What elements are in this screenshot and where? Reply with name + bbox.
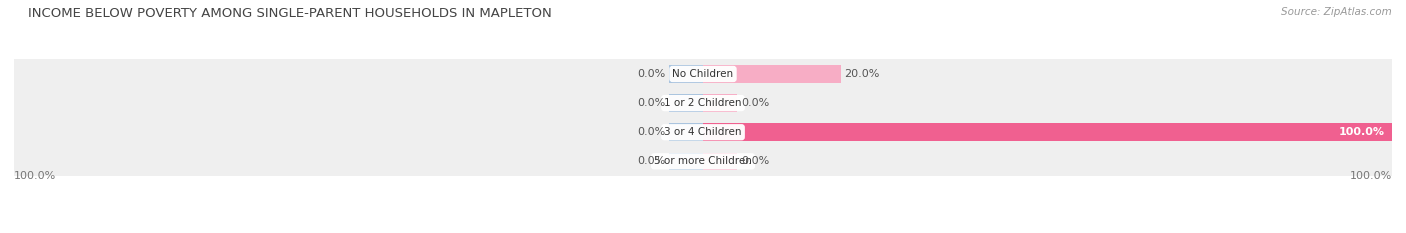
Text: 100.0%: 100.0% [14,171,56,181]
Bar [669,65,703,83]
Text: 0.0%: 0.0% [741,98,769,108]
Bar [703,123,1392,141]
Bar [669,94,703,112]
Text: 0.0%: 0.0% [637,69,665,79]
Bar [14,118,1392,147]
Bar [703,65,841,83]
Text: 1 or 2 Children: 1 or 2 Children [664,98,742,108]
Text: No Children: No Children [672,69,734,79]
Bar [14,89,1392,118]
Bar [14,147,1392,176]
Bar [669,153,703,170]
Text: 100.0%: 100.0% [1350,171,1392,181]
Bar [703,153,738,170]
Bar [669,123,703,141]
Text: 3 or 4 Children: 3 or 4 Children [664,127,742,137]
Text: 0.0%: 0.0% [637,127,665,137]
Text: 0.0%: 0.0% [637,98,665,108]
Text: Source: ZipAtlas.com: Source: ZipAtlas.com [1281,7,1392,17]
Text: 100.0%: 100.0% [1339,127,1385,137]
Bar [703,94,738,112]
Text: 5 or more Children: 5 or more Children [654,156,752,166]
Text: 20.0%: 20.0% [844,69,880,79]
Text: 0.0%: 0.0% [637,156,665,166]
Text: 0.0%: 0.0% [741,156,769,166]
Bar [14,59,1392,89]
Text: INCOME BELOW POVERTY AMONG SINGLE-PARENT HOUSEHOLDS IN MAPLETON: INCOME BELOW POVERTY AMONG SINGLE-PARENT… [28,7,553,20]
